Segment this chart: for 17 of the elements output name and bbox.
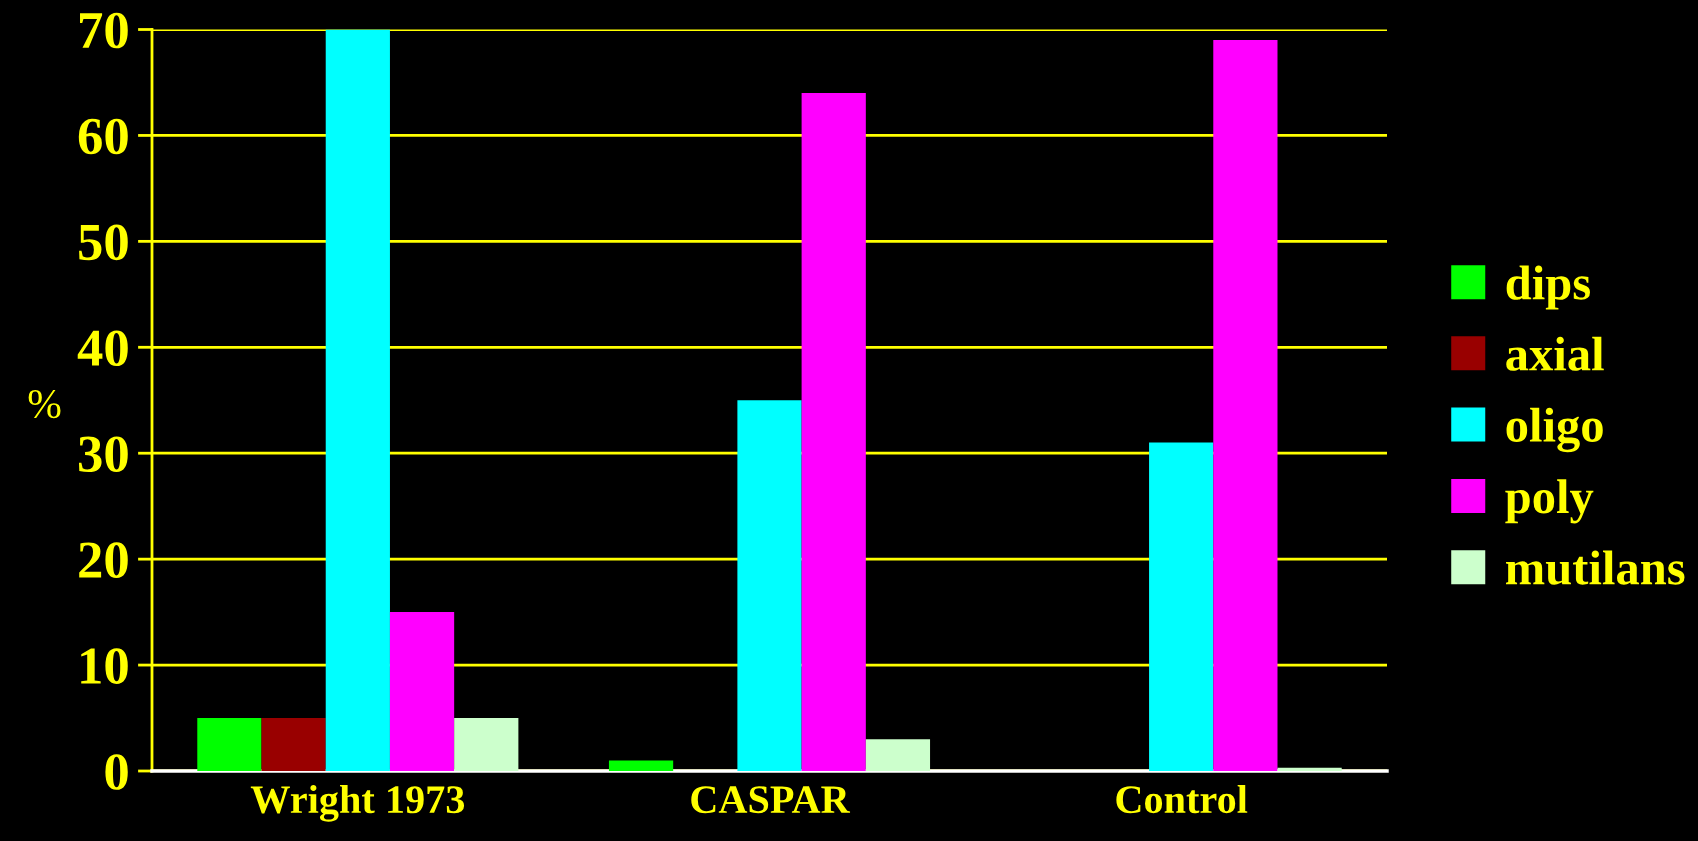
y-tick-label: 50 xyxy=(79,224,128,261)
legend-label: poly xyxy=(1505,479,1594,524)
y-tick-label: 40 xyxy=(77,330,128,367)
x-tick-label: CASPAR xyxy=(691,786,851,814)
y-tick-label: 0 xyxy=(105,754,128,790)
y-axis-title: % xyxy=(28,389,61,419)
legend-label: axial xyxy=(1506,336,1604,371)
x-tick-label: Wright 1973 xyxy=(250,784,465,822)
y-tick-label: 70 xyxy=(80,12,128,49)
legend-label: dips xyxy=(1506,265,1590,310)
legend-label: oligo xyxy=(1506,407,1603,453)
legend-label: mutilans xyxy=(1506,550,1685,585)
y-tick-label: 20 xyxy=(79,542,128,578)
y-tick-label: 60 xyxy=(78,118,128,155)
y-tick-label: 30 xyxy=(78,436,128,473)
y-tick-label: 10 xyxy=(81,648,128,684)
x-tick-label: Control xyxy=(1116,784,1248,814)
